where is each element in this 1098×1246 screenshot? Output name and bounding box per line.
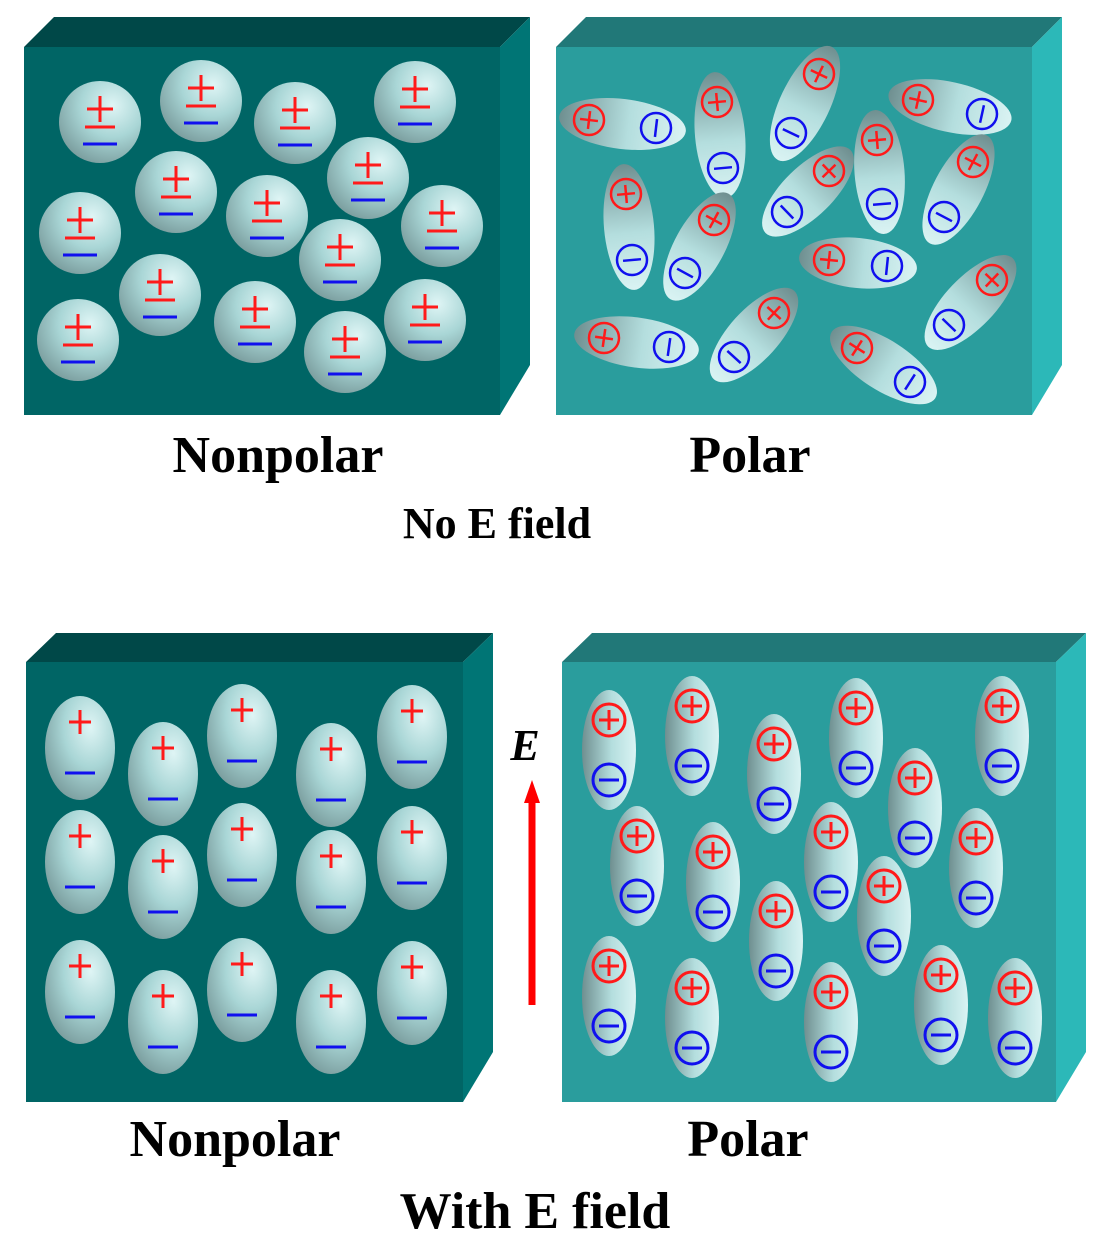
nonpolar-molecule: [45, 810, 115, 914]
nonpolar-molecule: [401, 185, 483, 267]
polar-molecule: [762, 146, 854, 237]
top-polar-label: Polar: [689, 427, 810, 484]
nonpolar-molecule: [59, 81, 141, 163]
polar-molecule: [603, 164, 655, 290]
nonpolar-molecule: [384, 279, 466, 361]
nonpolar-molecule: [226, 175, 308, 257]
polar-molecule: [804, 962, 858, 1082]
nonpolar-molecule: [207, 684, 277, 788]
polar-molecule: [747, 714, 801, 834]
nonpolar-molecules-group: [37, 60, 483, 393]
box-nonpolar-no-field: [24, 17, 530, 415]
polar-molecule: [694, 72, 746, 198]
nonpolar-molecule: [214, 281, 296, 363]
nonpolar-molecule: [377, 806, 447, 910]
polar-molecule: [854, 110, 905, 234]
nonpolar-molecule: [296, 970, 366, 1074]
nonpolar-molecule: [45, 696, 115, 800]
polar-molecule: [988, 958, 1042, 1078]
box-polar-no-field: [556, 17, 1062, 415]
e-field-arrow-head: [524, 780, 540, 803]
polar-molecule: [610, 806, 664, 926]
polar-molecule: [914, 945, 968, 1065]
nonpolar-molecule: [296, 723, 366, 827]
bottom-polar-label: Polar: [687, 1111, 808, 1168]
polar-molecule: [829, 678, 883, 798]
polar-molecule: [922, 134, 995, 245]
polar-molecule: [709, 287, 799, 383]
nonpolar-molecule: [304, 311, 386, 393]
polar-molecule: [830, 325, 937, 405]
nonpolar-molecule: [296, 830, 366, 934]
nonpolar-molecule: [299, 219, 381, 301]
box-top-face: [24, 17, 530, 47]
polar-molecule: [975, 676, 1029, 796]
polar-molecules-group: [582, 676, 1042, 1082]
nonpolar-molecule: [327, 137, 409, 219]
polar-molecule: [857, 856, 911, 976]
nonpolar-molecule: [128, 835, 198, 939]
box-top-face: [26, 633, 493, 662]
box-side-face: [500, 17, 530, 415]
e-field-arrow: E: [509, 721, 540, 1005]
top-nonpolar-label: Nonpolar: [173, 427, 384, 484]
nonpolar-molecule: [135, 151, 217, 233]
polar-molecule: [663, 192, 736, 301]
nonpolar-molecule: [207, 803, 277, 907]
polar-molecule: [924, 255, 1017, 350]
polar-molecule: [949, 808, 1003, 928]
nonpolar-molecule: [377, 685, 447, 789]
with-field-label: With E field: [400, 1183, 671, 1240]
nonpolar-molecule: [128, 970, 198, 1074]
polar-molecules-group: [559, 45, 1017, 405]
box-polar-with-field: [562, 633, 1086, 1102]
box-nonpolar-with-field: [26, 633, 493, 1102]
polar-molecule: [665, 676, 719, 796]
nonpolar-molecule: [37, 299, 119, 381]
polar-molecule: [888, 79, 1012, 135]
nonpolar-molecule: [119, 254, 201, 336]
nonpolar-molecule: [39, 192, 121, 274]
e-field-label: E: [509, 721, 539, 770]
box-side-face: [1056, 633, 1086, 1102]
nonpolar-molecule: [254, 82, 336, 164]
polar-molecule: [559, 98, 686, 150]
nonpolar-molecules-group: [45, 684, 447, 1074]
bottom-nonpolar-label: Nonpolar: [130, 1111, 341, 1168]
box-top-face: [556, 17, 1062, 47]
box-side-face: [463, 633, 493, 1102]
polar-molecule: [804, 802, 858, 922]
box-side-face: [1032, 17, 1062, 415]
polar-molecule: [574, 316, 699, 369]
polar-molecule: [769, 45, 841, 162]
polar-molecule: [686, 822, 740, 942]
nonpolar-molecule: [160, 60, 242, 142]
polar-molecule: [799, 237, 917, 289]
polar-molecule: [582, 936, 636, 1056]
nonpolar-molecule: [45, 940, 115, 1044]
nonpolar-molecule: [128, 722, 198, 826]
nonpolar-molecule: [374, 61, 456, 143]
nonpolar-molecule: [377, 941, 447, 1045]
no-field-label: No E field: [403, 499, 591, 548]
polar-molecule: [665, 958, 719, 1078]
polar-molecule: [582, 690, 636, 810]
nonpolar-molecule: [207, 938, 277, 1042]
polar-molecule: [749, 881, 803, 1001]
polar-molecule: [888, 748, 942, 868]
box-top-face: [562, 633, 1086, 662]
